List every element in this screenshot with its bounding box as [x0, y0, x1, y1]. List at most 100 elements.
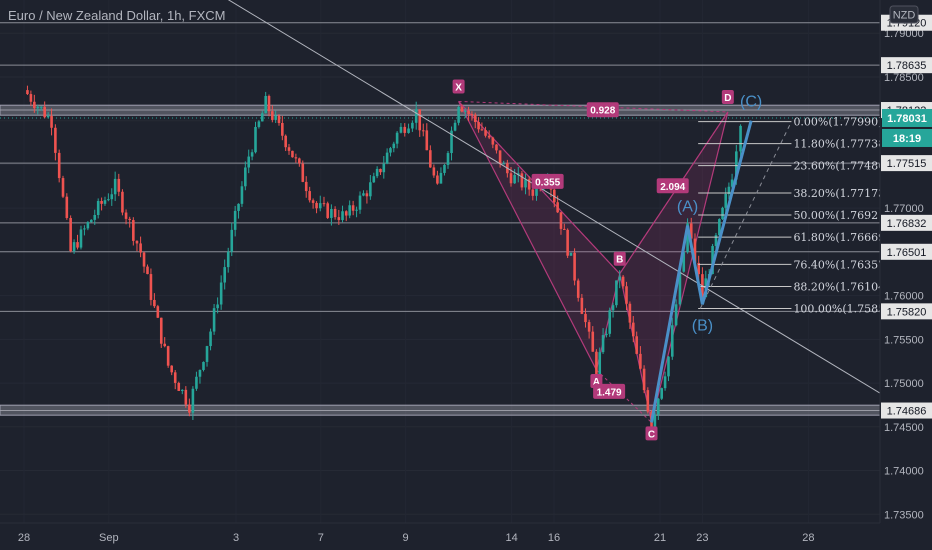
- candle-body: [569, 252, 573, 256]
- candle-body: [198, 369, 202, 377]
- fib-label: 61.80%(1.76669): [793, 231, 889, 244]
- candle-body: [520, 173, 524, 188]
- candle-body: [195, 376, 198, 389]
- candle-body: [463, 110, 467, 112]
- time-tick: 16: [548, 532, 560, 544]
- horizontal-levels: [0, 22, 880, 412]
- candle-body: [480, 129, 484, 131]
- candle-body: [395, 132, 399, 144]
- level-tag: [881, 243, 932, 260]
- candle-body: [110, 194, 114, 200]
- candle-body: [385, 152, 389, 164]
- fib-label: 11.80%(1.77738): [793, 138, 889, 151]
- fib-retracement: 0.00%(1.77990) 11.80%(1.77738) 23.60%(1.77…: [698, 116, 896, 316]
- candle-body: [587, 322, 591, 332]
- candle-body: [216, 304, 219, 309]
- level-tag-label: 1.75820: [887, 306, 927, 318]
- candle-body: [674, 304, 678, 326]
- candle-body: [271, 111, 274, 120]
- level-tag-label: 1.76501: [887, 247, 927, 259]
- time-tick: Sep: [99, 532, 119, 544]
- candle-body: [693, 238, 697, 263]
- candle-body: [628, 303, 632, 323]
- candle-body: [372, 176, 376, 183]
- time-tick: 28: [802, 532, 814, 544]
- candle-body: [484, 130, 487, 136]
- point-label: X: [455, 82, 462, 93]
- candle-body: [90, 219, 93, 223]
- candle-body: [223, 267, 226, 283]
- current-price-value: 1.78031: [887, 113, 927, 125]
- candle-body: [284, 135, 287, 148]
- zone-support: [0, 404, 881, 416]
- point-marker: [645, 426, 658, 441]
- candle-body: [330, 208, 333, 218]
- candle-body: [250, 152, 254, 157]
- candle-body: [502, 163, 506, 165]
- candle-body: [322, 203, 326, 205]
- candle-body: [267, 95, 271, 112]
- candle-body: [667, 356, 670, 377]
- candle-body: [291, 150, 294, 158]
- candle-body: [348, 205, 351, 216]
- candle-body: [103, 200, 107, 204]
- currency-button-label: NZD: [893, 10, 916, 22]
- candle-body: [337, 217, 341, 221]
- candle-body: [375, 168, 379, 177]
- candle-body: [556, 202, 559, 213]
- ratio-marker: [656, 178, 689, 194]
- candle-body: [355, 209, 358, 211]
- candle-body: [219, 282, 223, 305]
- candle-body: [663, 376, 667, 389]
- candle-body: [562, 228, 566, 230]
- candle-body: [212, 308, 216, 332]
- candle-body: [631, 322, 635, 337]
- candle-body: [724, 193, 728, 208]
- candle-body: [642, 368, 646, 391]
- candle-body: [657, 398, 660, 415]
- candle-body: [244, 167, 247, 187]
- candle-body: [298, 158, 301, 164]
- candle-body: [96, 200, 100, 215]
- time-tick: 23: [696, 532, 708, 544]
- candle-body: [573, 252, 576, 281]
- candle-body: [149, 274, 153, 300]
- candle-body: [344, 211, 348, 216]
- candle-body: [407, 128, 410, 133]
- candle-body: [33, 101, 36, 109]
- candle-body: [142, 252, 146, 267]
- ratio-label: 2.094: [660, 182, 685, 193]
- candle-body: [495, 144, 498, 151]
- candle-body: [678, 271, 682, 305]
- candle-body: [153, 299, 156, 307]
- ratio-marker: [531, 173, 564, 189]
- currency-button[interactable]: NZD: [889, 5, 919, 24]
- candle-body: [369, 182, 372, 197]
- candle-body: [389, 148, 392, 153]
- price-tick: 1.79000: [884, 28, 924, 40]
- candle-body: [139, 243, 142, 253]
- countdown-timer: 18:19: [893, 133, 921, 145]
- point-label: D: [724, 93, 731, 104]
- candle-body: [660, 388, 663, 399]
- candle-body: [29, 94, 33, 102]
- point-label: C: [648, 429, 655, 440]
- candle-body: [605, 333, 608, 336]
- candle-body: [477, 121, 480, 130]
- candle-body: [487, 135, 491, 138]
- fib-label: 50.00%(1.76921): [793, 209, 889, 222]
- time-tick: 21: [654, 532, 666, 544]
- level-tag: [881, 155, 932, 172]
- fib-label: 0.00%(1.77990): [793, 116, 882, 129]
- candle-body: [281, 122, 284, 136]
- candle-body: [170, 365, 173, 373]
- candle-body: [399, 126, 403, 133]
- candle-body: [524, 179, 527, 188]
- candle-body: [180, 389, 184, 391]
- candle-body: [156, 306, 160, 318]
- candle-body: [50, 115, 53, 128]
- candle-body: [739, 125, 742, 152]
- candle-body: [639, 353, 642, 369]
